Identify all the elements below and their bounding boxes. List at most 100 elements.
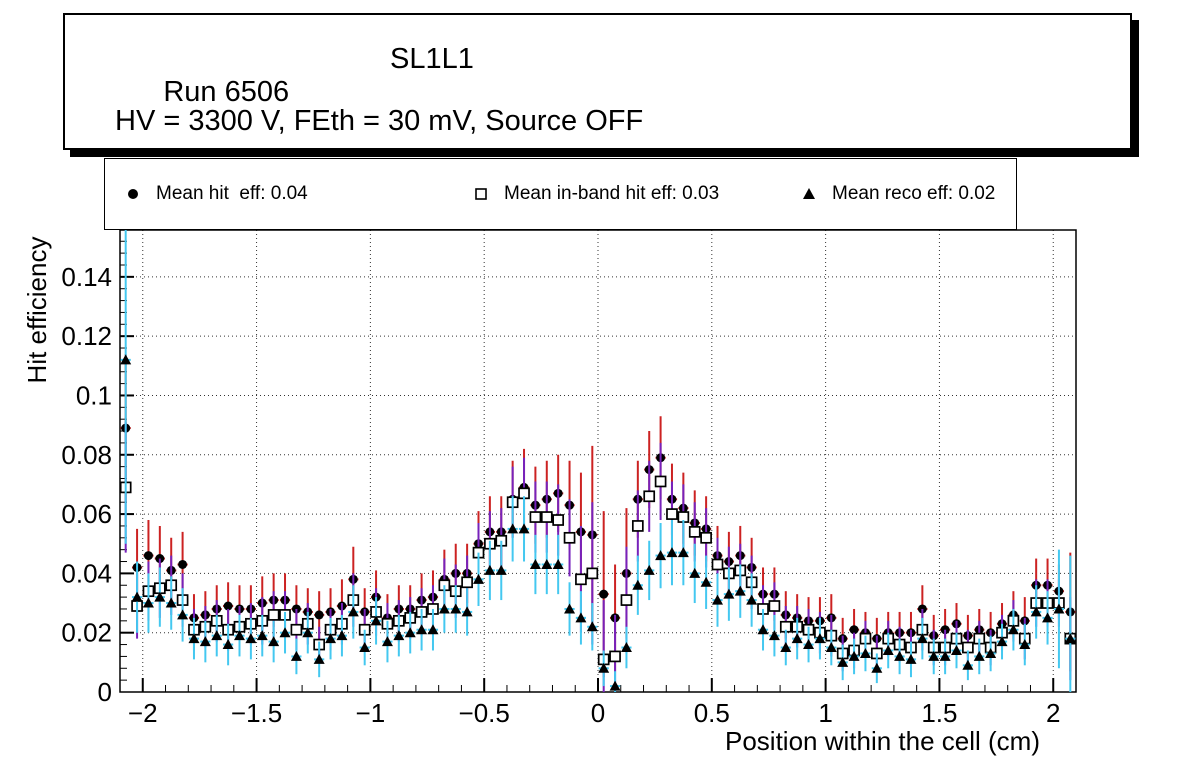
y-tick-label: 0.14 <box>61 262 112 292</box>
marker-filled-triangle <box>165 597 177 608</box>
marker-filled-circle <box>223 601 233 611</box>
marker-filled-triangle <box>677 547 689 558</box>
marker-open-square <box>688 526 701 538</box>
marker-open-square <box>654 475 667 488</box>
y-axis-title: Hit efficiency <box>22 237 52 384</box>
open-square-icon <box>475 188 487 200</box>
y-tick-label: 0.08 <box>61 440 112 470</box>
marker-open-square <box>643 490 656 503</box>
marker-filled-circle <box>178 559 188 569</box>
y-tick-label: 0 <box>98 677 112 707</box>
marker-filled-triangle <box>848 650 860 661</box>
marker-filled-triangle <box>768 630 780 641</box>
x-tick-label: 0 <box>591 698 605 728</box>
x-tick-label: 2 <box>1046 698 1060 728</box>
marker-filled-triangle <box>279 627 291 638</box>
marker-filled-triangle <box>620 642 632 653</box>
marker-filled-triangle <box>370 615 382 626</box>
marker-filled-triangle <box>734 585 746 596</box>
marker-filled-triangle <box>723 588 735 599</box>
marker-filled-triangle <box>552 558 564 569</box>
marker-filled-triangle <box>689 567 701 578</box>
x-tick-label: −0.5 <box>459 698 510 728</box>
marker-open-square <box>620 594 633 606</box>
run-label: Run 6506 <box>163 76 290 108</box>
marker-filled-triangle <box>438 603 450 614</box>
marker-filled-triangle <box>142 597 154 608</box>
marker-filled-triangle <box>825 642 837 653</box>
marker-open-square <box>700 531 712 544</box>
marker-filled-triangle <box>746 594 758 605</box>
marker-filled-triangle <box>894 650 906 661</box>
marker-filled-triangle <box>473 573 484 584</box>
marker-open-square <box>290 623 303 636</box>
marker-open-square <box>461 576 473 589</box>
marker-filled-triangle <box>598 662 610 673</box>
marker-filled-triangle <box>780 642 792 653</box>
marker-filled-triangle <box>188 633 200 644</box>
x-tick-label: 1 <box>818 698 832 728</box>
marker-open-square <box>267 609 280 621</box>
x-tick-label: 1.5 <box>921 698 957 728</box>
marker-filled-triangle <box>450 603 462 614</box>
marker-open-square <box>631 520 644 532</box>
marker-open-square <box>575 573 587 586</box>
marker-filled-triangle <box>985 647 997 658</box>
filled-circle-icon <box>128 189 138 199</box>
marker-filled-triangle <box>131 591 143 602</box>
marker-filled-triangle <box>575 612 587 623</box>
marker-filled-triangle <box>427 624 439 635</box>
y-tick-label: 0.02 <box>61 618 112 648</box>
marker-filled-triangle <box>529 558 541 569</box>
marker-filled-triangle <box>814 633 826 644</box>
marker-filled-triangle <box>347 606 359 617</box>
marker-filled-circle <box>849 625 859 635</box>
marker-filled-triangle <box>199 636 211 647</box>
legend: Mean hit eff: 0.04 Mean in-band hit eff:… <box>104 158 1017 230</box>
marker-filled-triangle <box>120 354 132 365</box>
marker-filled-triangle <box>973 650 985 661</box>
marker-open-square <box>768 600 781 612</box>
marker-filled-triangle <box>928 650 940 661</box>
marker-open-square <box>711 558 724 571</box>
tick-labels: −2 −1.5 −1 −0.5 0 0.5 1 1.5 2 0 0.02 0.04 0.06 0.08 0.… <box>61 262 1060 728</box>
marker-filled-triangle <box>1064 633 1076 644</box>
x-tick-label: −2 <box>128 698 158 728</box>
marker-filled-triangle <box>393 630 405 641</box>
marker-filled-triangle <box>905 653 917 664</box>
marker-filled-triangle <box>586 621 598 632</box>
marker-open-square <box>609 650 621 663</box>
marker-filled-triangle <box>916 633 928 644</box>
marker-filled-triangle <box>655 550 667 561</box>
marker-open-square <box>666 508 678 520</box>
marker-filled-triangle <box>302 627 314 638</box>
marker-filled-triangle <box>381 636 393 647</box>
marker-filled-triangle <box>154 591 166 602</box>
x-axis-title: Position within the cell (cm) <box>725 726 1040 756</box>
marker-filled-triangle <box>245 633 257 644</box>
legend-entry-inband: Mean in-band hit eff: 0.03 <box>470 159 719 229</box>
legend-label-inband: Mean in-band hit eff: 0.03 <box>504 183 720 204</box>
marker-filled-triangle <box>222 639 234 650</box>
marker-filled-triangle <box>268 636 280 647</box>
marker-filled-triangle <box>643 564 655 575</box>
marker-filled-triangle <box>416 624 428 635</box>
marker-filled-circle <box>599 589 609 599</box>
chamber-label: SL1L1 <box>390 43 474 75</box>
marker-filled-triangle <box>791 633 803 644</box>
marker-filled-triangle <box>996 636 1008 647</box>
title-box: Run 6506 SL1L1 HV = 3300 V, FEth = 30 mV… <box>63 13 1132 150</box>
x-tick-label: −1.5 <box>231 698 282 728</box>
legend-label-reco: Mean reco eff: 0.02 <box>832 183 996 204</box>
filled-triangle-icon <box>803 188 815 199</box>
x-tick-label: −1 <box>356 698 386 728</box>
marker-filled-triangle <box>666 547 678 558</box>
marker-filled-triangle <box>541 558 553 569</box>
marker-filled-triangle <box>1007 624 1019 635</box>
legend-entry-hit: Mean hit eff: 0.04 <box>122 159 308 229</box>
marker-filled-triangle <box>609 680 621 691</box>
y-tick-label: 0.12 <box>61 321 112 351</box>
marker-filled-triangle <box>518 523 530 534</box>
